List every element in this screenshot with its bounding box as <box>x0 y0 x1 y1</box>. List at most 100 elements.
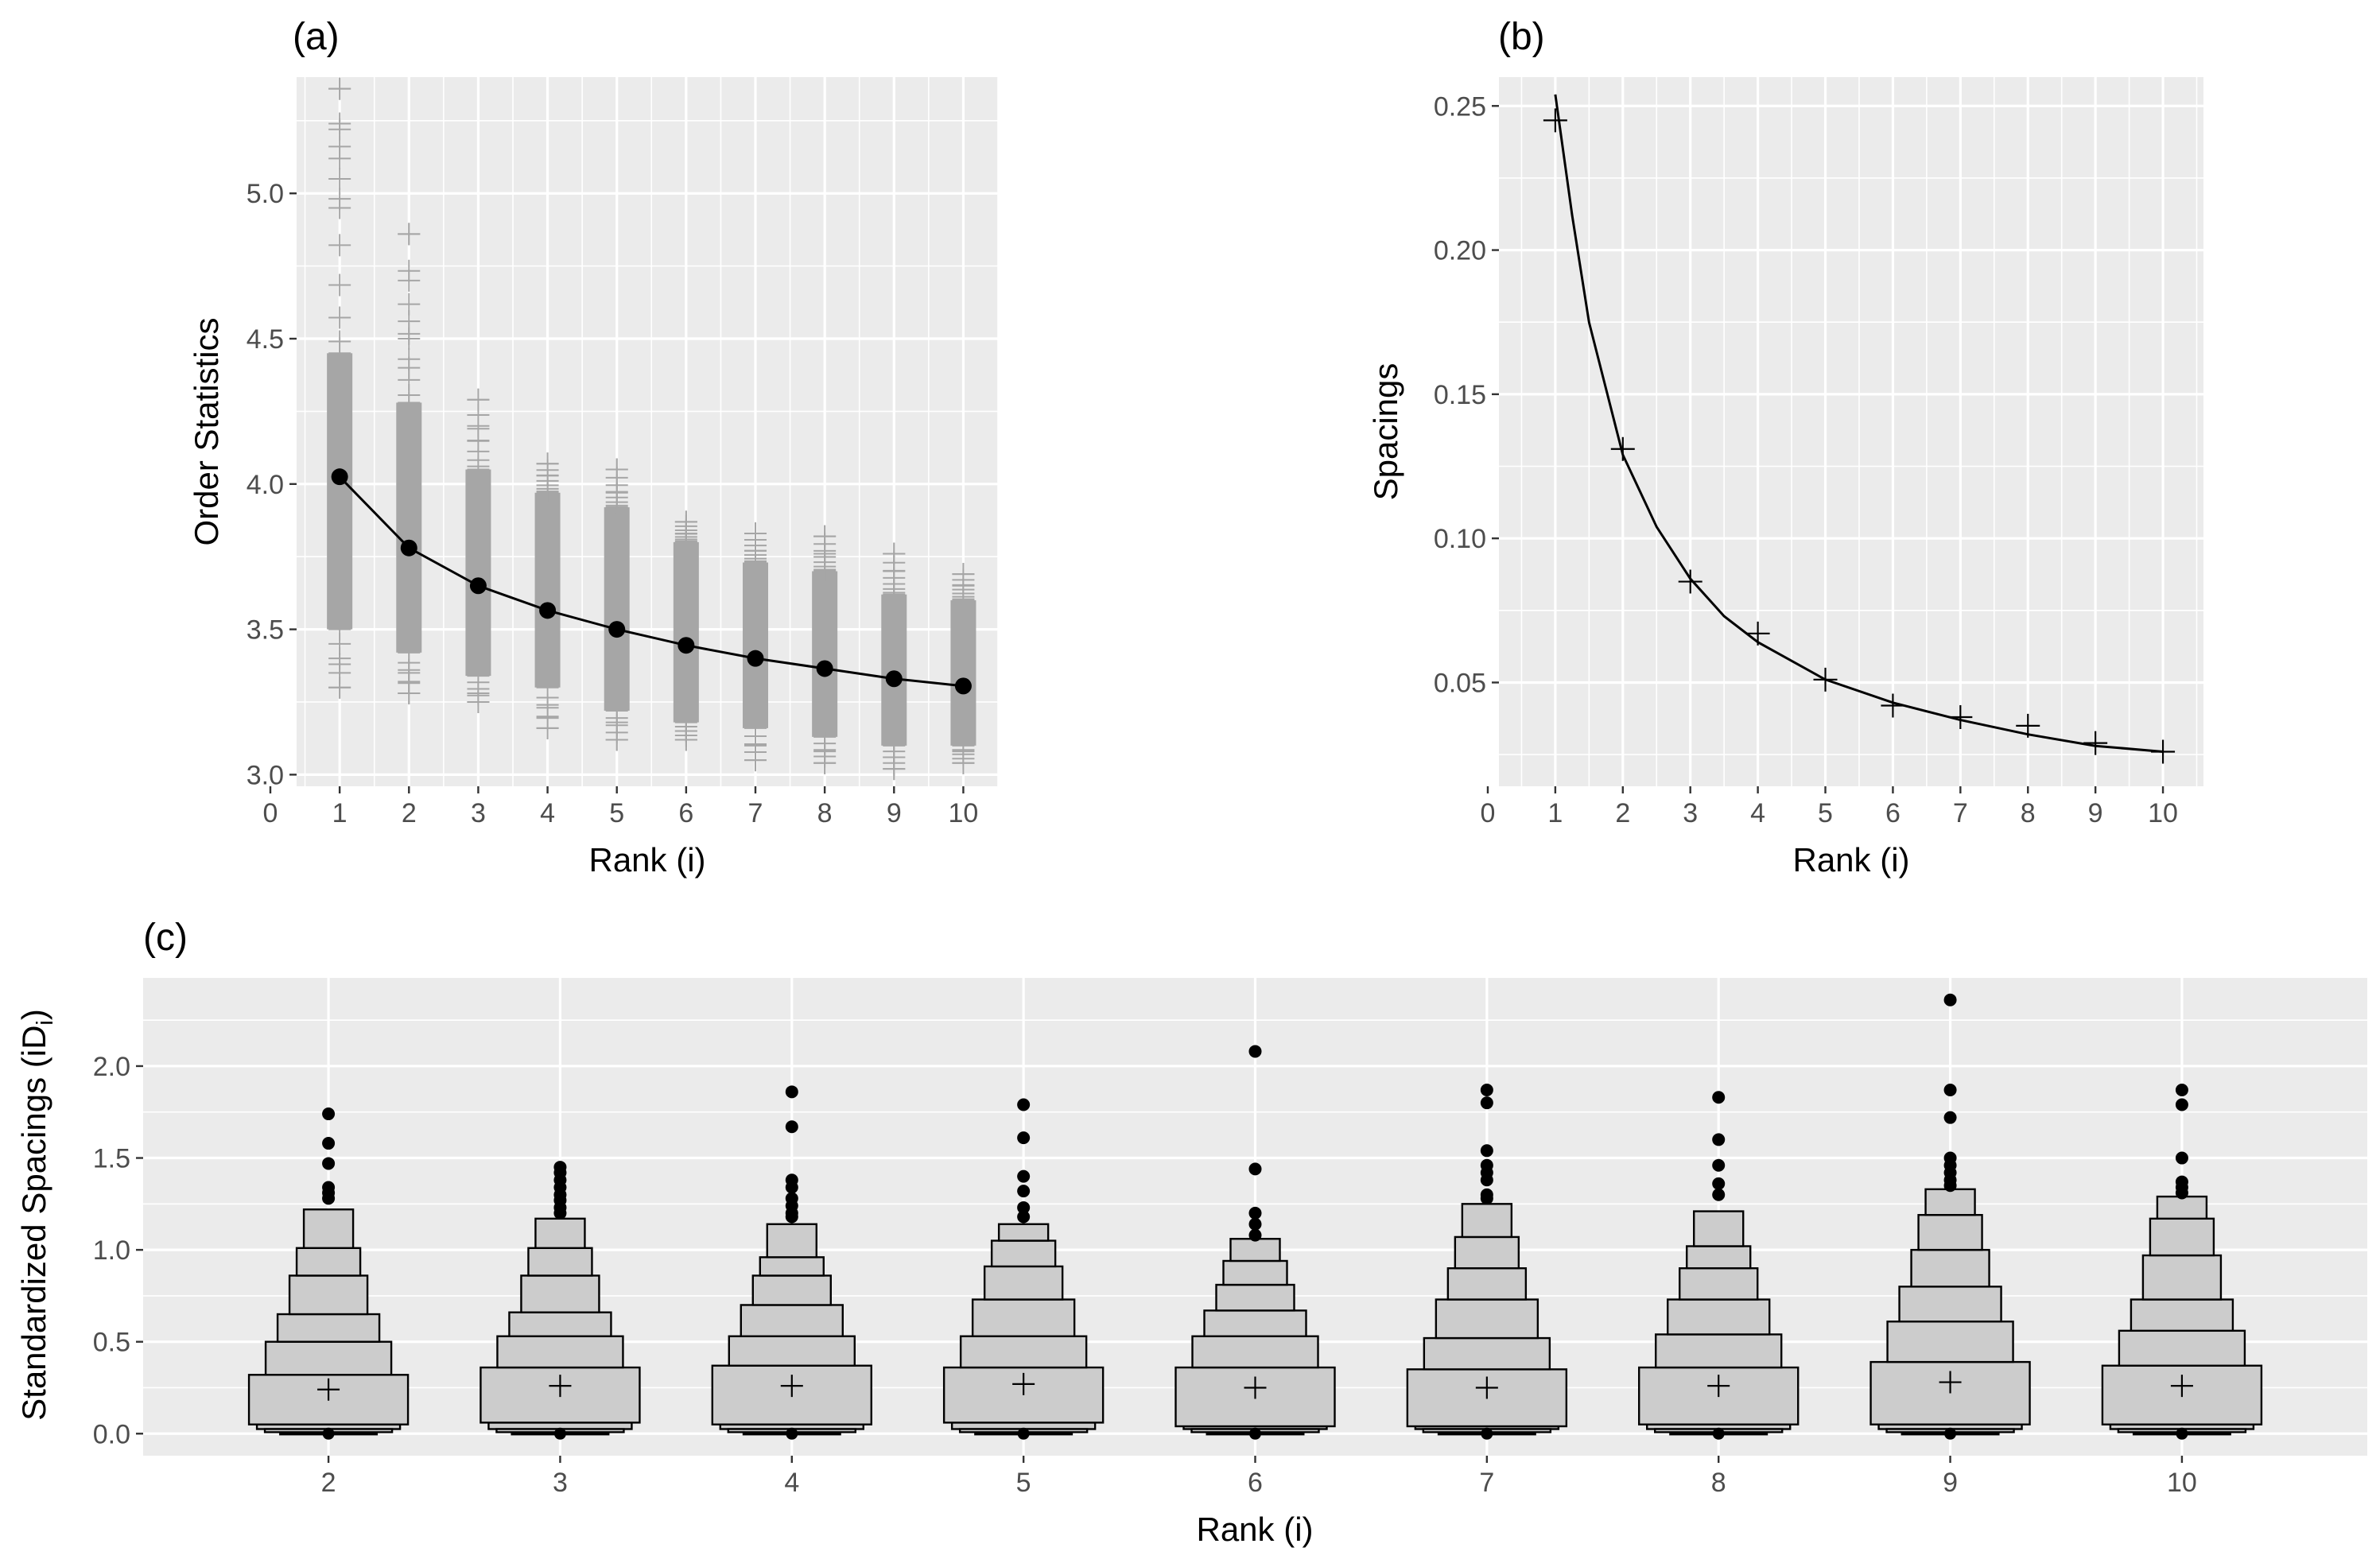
panel-a-sample-point <box>328 330 351 353</box>
panel-c-box-level <box>2130 1298 2234 1332</box>
panel-c-y-tick-label: 1.5 <box>93 1144 130 1174</box>
panel-c-box-level <box>534 1217 586 1249</box>
panel-c-outlier <box>322 1107 336 1121</box>
panel-c-box-level <box>1917 1213 1983 1251</box>
panel-c-letter-value-boxes <box>247 993 2263 1440</box>
panel-a-x-tick-label: 4 <box>540 798 555 828</box>
panel-c-box-group <box>1869 993 2031 1440</box>
panel-c-mean-marker <box>780 1375 803 1398</box>
panel-c-box-level <box>1203 1309 1307 1337</box>
panel-c-outlier <box>1943 1151 1957 1165</box>
panel-a-sample-point <box>398 310 421 333</box>
panel-c-box-group <box>1174 1045 1336 1440</box>
panel-c-outlier <box>785 1192 798 1205</box>
panel-c-box-level <box>2118 1329 2246 1367</box>
panel-a-mean-point <box>331 468 348 486</box>
panel-b-x-tick-label: 10 <box>2148 798 2178 828</box>
panel-a-mean-point <box>539 602 557 619</box>
panel-c-box-level <box>1191 1335 1319 1369</box>
panel-c-y-axis-title-subscript: i <box>33 1020 58 1025</box>
panel-a-sample-band <box>465 469 491 677</box>
panel-c-box-group <box>711 1085 872 1440</box>
panel-b-x-axis: 0 1 2 3 4 5 6 7 8 9 10 <box>1481 786 2178 828</box>
panel-c-outlier <box>1712 1091 1726 1104</box>
panel-a-x-tick-label: 9 <box>887 798 902 828</box>
panel-c-mean-marker <box>1244 1376 1267 1399</box>
panel-c-x-tick-label: 4 <box>784 1468 799 1498</box>
panel-c-box-level <box>264 1340 393 1376</box>
panel-a-sample-point <box>674 510 697 533</box>
panel-c-box-level <box>520 1274 600 1313</box>
panel-c-box-level <box>2156 1195 2208 1220</box>
panel-a-x-axis-title: Rank (i) <box>588 841 705 879</box>
panel-c-outlier <box>1480 1096 1493 1110</box>
panel-c-x-axis: 2 3 4 5 6 7 8 9 10 <box>321 1456 2197 1498</box>
panel-b-x-tick-label: 3 <box>1683 798 1698 828</box>
panel-c-box-group <box>2101 1084 2263 1440</box>
panel-b-gridlines <box>1499 77 2203 786</box>
panel-c-outlier <box>1017 1210 1031 1224</box>
panel-a-x-tick-label: 1 <box>332 798 347 828</box>
panel-c-box-level <box>295 1247 362 1277</box>
panel-c-x-tick-label: 6 <box>1248 1468 1263 1498</box>
panel-c-x-tick-label: 8 <box>1711 1468 1726 1498</box>
panel-c-box-level <box>508 1311 612 1337</box>
panel-c-box-level <box>740 1304 844 1337</box>
panel-a-y-axis-title: Order Statistics <box>188 317 225 545</box>
panel-a-sample-band <box>743 562 768 728</box>
panel-b-x-tick-label: 4 <box>1750 798 1765 828</box>
panel-a-sample-band <box>327 353 353 630</box>
panel-c-outlier <box>1481 1427 1493 1440</box>
panel-c-box-group <box>1406 1084 1568 1440</box>
panel-c-y-tick-label: 2.0 <box>93 1052 130 1082</box>
panel-a-y-tick-label: 3.5 <box>247 615 284 646</box>
panel-a-sample-point <box>328 306 351 329</box>
panel-c-box-level <box>759 1256 825 1277</box>
panel-c-outlier <box>785 1085 798 1099</box>
panel-c-box-level <box>2141 1254 2223 1301</box>
panel-a-sample-point <box>328 196 351 219</box>
panel-c-box-level <box>1222 1259 1288 1286</box>
panel-c-outlier <box>1712 1158 1726 1172</box>
panel-a-sample-point <box>744 734 767 757</box>
panel-a-mean-point <box>954 677 972 695</box>
panel-c-outlier <box>1248 1206 1262 1220</box>
panel-c-y-axis-title-main: Standardized Spacings (iD <box>15 1026 52 1421</box>
panel-a-x-axis: 0 1 2 3 4 5 6 7 8 9 10 <box>263 786 978 828</box>
panel-c-mean-marker <box>2170 1375 2193 1398</box>
panel-c-x-tick-label: 2 <box>321 1468 336 1498</box>
panel-c-x-tick-label: 9 <box>1943 1468 1958 1498</box>
panel-c-box-level <box>1667 1298 1771 1336</box>
panel-b-spacing-point <box>2016 713 2040 738</box>
panel-b-y-tick-label: 0.20 <box>1434 236 1486 266</box>
panel-a-simulated-samples <box>327 77 976 781</box>
panel-a-sample-point <box>328 676 351 699</box>
panel-c-mean-marker <box>549 1375 572 1398</box>
panel-a-sample-point <box>398 269 421 292</box>
panel-a-sample-point <box>744 522 767 545</box>
panel-c-outlier <box>2175 1151 2188 1165</box>
panel-c-box-level <box>983 1265 1064 1301</box>
panel-b-spacing-point <box>1543 108 1567 133</box>
panel-c-box-level <box>276 1313 381 1343</box>
panel-c-box-level <box>990 1239 1057 1268</box>
panel-a-y-tick-label: 3.0 <box>247 760 284 790</box>
panel-b-y-tick-label: 0.15 <box>1434 380 1486 410</box>
panel-b-y-axis: 0.05 0.10 0.15 0.20 0.25 <box>1434 91 1499 698</box>
panel-a-mean-point <box>678 637 695 654</box>
panel-b-x-axis-title: Rank (i) <box>1792 841 1909 879</box>
panel-c-box-level <box>527 1247 593 1277</box>
panel-c-mean-marker <box>1012 1372 1035 1395</box>
panel-a-sample-column <box>604 458 630 751</box>
panel-a-sample-column <box>396 223 422 705</box>
panel-a-sample-point <box>328 653 351 676</box>
panel-c-x-tick-label: 3 <box>553 1468 568 1498</box>
panel-a-sample-point <box>328 234 351 257</box>
panel-a-x-tick-label: 2 <box>402 798 417 828</box>
panel-a-y-tick-label: 5.0 <box>247 179 284 209</box>
panel-c-tag: (c) <box>143 917 188 959</box>
panel-a-sample-point <box>328 273 351 297</box>
panel-c-box-level <box>496 1335 624 1369</box>
panel-a-sample-point <box>813 525 837 548</box>
panel-a-x-tick-label: 7 <box>748 798 763 828</box>
